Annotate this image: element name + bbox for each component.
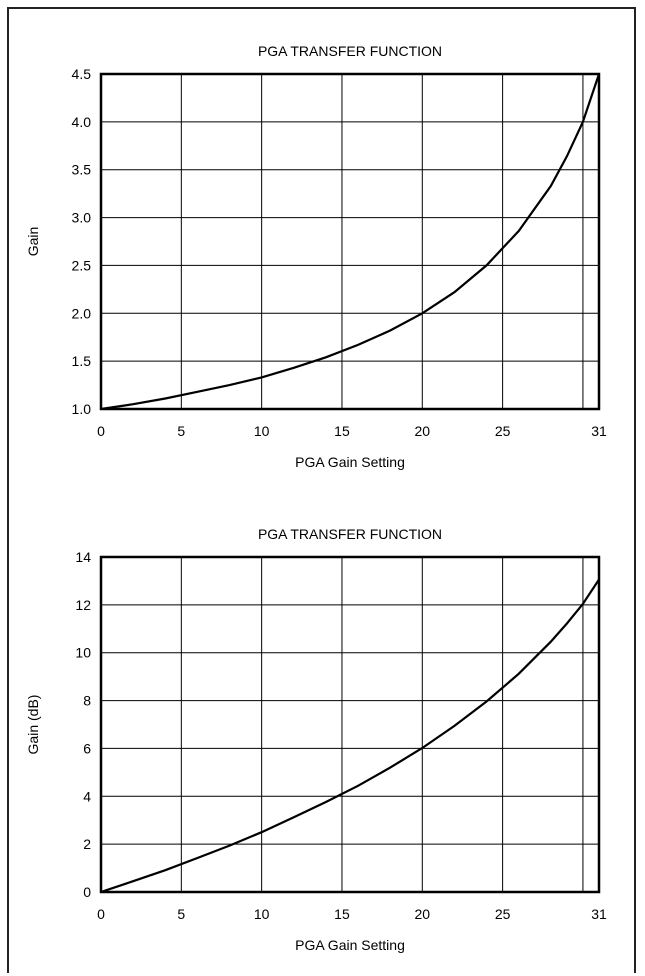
y-tick-label: 4 (83, 788, 91, 804)
y-tick-label: 8 (83, 693, 91, 709)
y-tick-label: 1.5 (72, 353, 92, 369)
y-tick-label: 3.5 (72, 162, 92, 178)
x-tick-label: 25 (495, 906, 511, 922)
y-tick-label: 3.0 (72, 210, 92, 226)
y-tick-label: 10 (75, 645, 91, 661)
y-tick-label: 4.0 (72, 114, 92, 130)
y-tick-label: 4.5 (72, 66, 92, 82)
chart-title: PGA TRANSFER FUNCTION (258, 526, 442, 542)
y-tick-label: 14 (75, 549, 91, 565)
y-axis-label: Gain (25, 227, 41, 257)
plot-border (99, 72, 601, 411)
x-tick-label: 31 (591, 423, 607, 439)
x-tick-label: 5 (177, 423, 185, 439)
x-tick-label: 20 (415, 906, 431, 922)
x-axis-label: PGA Gain Setting (295, 937, 405, 953)
series-line (100, 73, 601, 411)
x-tick-label: 15 (334, 423, 350, 439)
series-line (100, 578, 600, 894)
y-tick-label: 2.5 (72, 257, 92, 273)
x-tick-label: 0 (97, 423, 105, 439)
x-tick-label: 25 (495, 423, 511, 439)
chart-title: PGA TRANSFER FUNCTION (258, 43, 442, 59)
x-tick-label: 20 (415, 423, 431, 439)
figure-frame (7, 7, 636, 973)
y-axis-label: Gain (dB) (25, 695, 41, 755)
x-tick-label: 31 (591, 906, 607, 922)
y-tick-label: 12 (75, 597, 91, 613)
x-tick-label: 10 (254, 906, 270, 922)
y-tick-label: 0 (83, 884, 91, 900)
y-tick-label: 1.0 (72, 401, 92, 417)
y-tick-label: 2.0 (72, 305, 92, 321)
plot-border (99, 555, 601, 894)
chart-1: PGA TRANSFER FUNCTION 1.0 1.5 2.0 2.5 3.0 3.5 4… (25, 43, 607, 470)
x-axis-label: PGA Gain Setting (295, 454, 405, 470)
chart-2: PGA TRANSFER FUNCTION 0 2 4 6 8 10 12 14 0 5 10 15 20… (25, 526, 607, 953)
x-tick-label: 15 (334, 906, 350, 922)
y-tick-label: 6 (83, 740, 91, 756)
x-tick-label: 10 (254, 423, 270, 439)
x-tick-label: 0 (97, 906, 105, 922)
y-tick-label: 2 (83, 836, 91, 852)
x-tick-label: 5 (177, 906, 185, 922)
